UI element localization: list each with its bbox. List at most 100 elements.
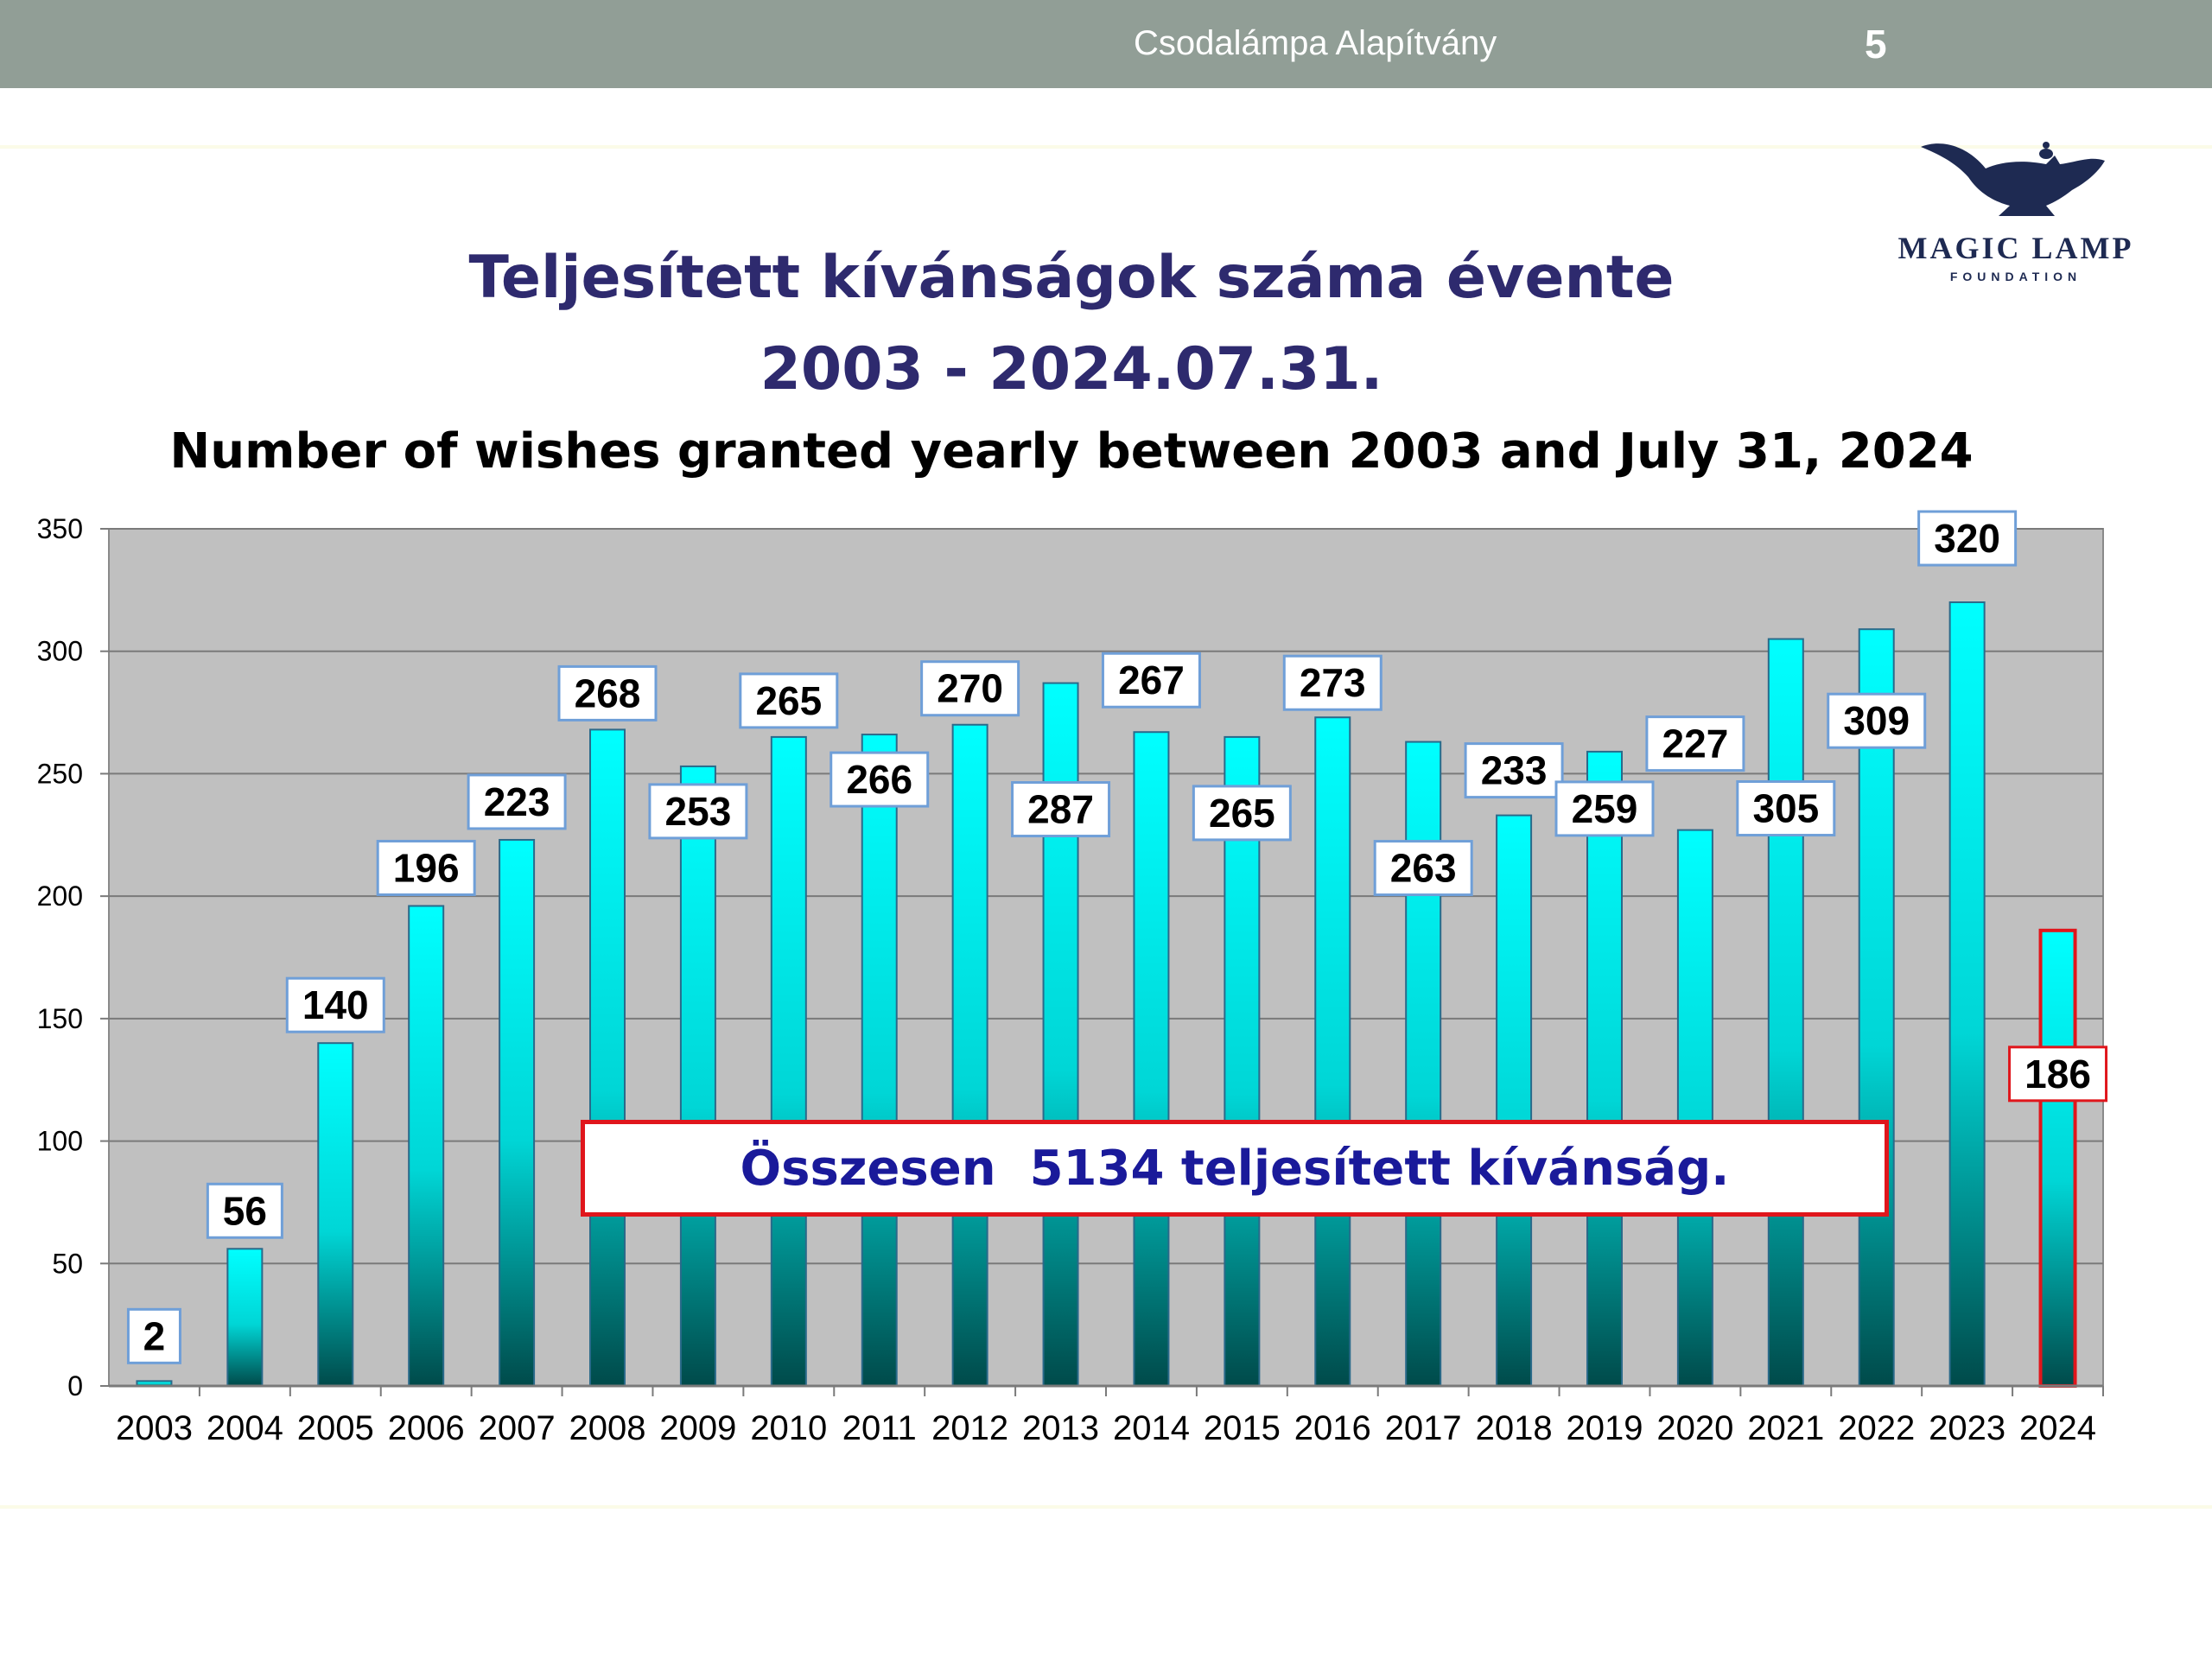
bar-2012 bbox=[951, 723, 988, 1387]
divider-bottom bbox=[0, 1505, 2212, 1509]
y-tick-label: 150 bbox=[37, 1003, 83, 1034]
bar-2019 bbox=[1586, 750, 1623, 1387]
logo-subtitle: FOUNDATION bbox=[1949, 270, 2082, 283]
x-tick-label-2013: 2013 bbox=[1022, 1409, 1099, 1447]
bar-2017 bbox=[1405, 741, 1442, 1387]
data-label-box-2011 bbox=[830, 751, 930, 808]
chart-title-date-range: 2003 - 2024.07.31. bbox=[760, 335, 1383, 404]
data-label-2009: 253 bbox=[665, 789, 732, 834]
x-tick-label-2019: 2019 bbox=[1567, 1409, 1643, 1447]
x-tick-label-2011: 2011 bbox=[842, 1409, 917, 1447]
data-label-box-2007 bbox=[467, 773, 567, 830]
data-label-box-2014 bbox=[1101, 652, 1201, 709]
x-tick-label-2012: 2012 bbox=[931, 1409, 1008, 1447]
data-label-2010: 265 bbox=[755, 678, 822, 723]
data-label-2015: 265 bbox=[1209, 791, 1275, 836]
x-tick-label-2024: 2024 bbox=[2019, 1409, 2096, 1447]
x-tick-label-2006: 2006 bbox=[388, 1409, 465, 1447]
data-label-2006: 196 bbox=[393, 845, 460, 890]
bar-2007 bbox=[499, 838, 536, 1387]
page-number: 5 bbox=[1865, 22, 1887, 67]
x-tick-label-2010: 2010 bbox=[750, 1409, 827, 1447]
bar-2010 bbox=[770, 735, 807, 1387]
x-tick-label-2017: 2017 bbox=[1385, 1409, 1462, 1447]
data-label-box-2019 bbox=[1554, 780, 1655, 837]
organization-name: Csodalámpa Alapítvány bbox=[1134, 24, 1497, 62]
bar-2009 bbox=[679, 765, 716, 1387]
chart-title-english: Number of wishes granted yearly between … bbox=[169, 423, 1974, 480]
data-label-2008: 268 bbox=[575, 671, 641, 715]
x-tick-label-2018: 2018 bbox=[1476, 1409, 1553, 1447]
y-tick-label: 0 bbox=[67, 1370, 83, 1402]
data-label-2013: 287 bbox=[1027, 787, 1094, 832]
data-label-box-2009 bbox=[648, 783, 748, 840]
bar-2004 bbox=[226, 1248, 264, 1388]
data-label-box-2006 bbox=[376, 839, 476, 896]
logo-name: MAGIC LAMP bbox=[1897, 231, 2134, 265]
x-tick-label-2016: 2016 bbox=[1294, 1409, 1371, 1447]
x-tick-label-2022: 2022 bbox=[1838, 1409, 1915, 1447]
y-tick-label: 300 bbox=[37, 636, 83, 667]
data-label-2023: 320 bbox=[1934, 516, 2000, 561]
data-label-2016: 273 bbox=[1300, 660, 1366, 705]
magic-lamp-logo: MAGIC LAMP FOUNDATION bbox=[1891, 130, 2141, 294]
x-tick-label-2009: 2009 bbox=[659, 1409, 736, 1447]
bar-2008 bbox=[589, 728, 626, 1387]
data-label-box-2017 bbox=[1373, 840, 1473, 897]
data-label-2017: 263 bbox=[1390, 846, 1457, 891]
bar-2016 bbox=[1314, 716, 1351, 1387]
x-tick-label-2005: 2005 bbox=[297, 1409, 374, 1447]
bar-2021 bbox=[1767, 638, 1804, 1387]
data-label-2018: 233 bbox=[1481, 748, 1548, 793]
x-tick-label-2004: 2004 bbox=[207, 1409, 283, 1447]
y-tick-label: 200 bbox=[37, 880, 83, 912]
data-label-box-2018 bbox=[1464, 742, 1564, 799]
bar-2014 bbox=[1133, 731, 1170, 1387]
bar-2022 bbox=[1858, 628, 1895, 1387]
data-label-box-2013 bbox=[1011, 781, 1111, 838]
divider-top bbox=[0, 145, 2212, 149]
data-label-2007: 223 bbox=[484, 779, 550, 824]
data-label-2005: 140 bbox=[302, 982, 369, 1027]
data-label-box-2012 bbox=[920, 660, 1020, 717]
x-tick-label-2014: 2014 bbox=[1113, 1409, 1190, 1447]
x-tick-label-2020: 2020 bbox=[1656, 1409, 1733, 1447]
data-label-2014: 267 bbox=[1118, 658, 1185, 702]
bar-2020 bbox=[1676, 829, 1713, 1387]
y-tick-label: 100 bbox=[37, 1126, 83, 1157]
data-label-box-2010 bbox=[739, 672, 839, 729]
bar-chart: 0 50 100 150 200 250 300 350 2003 2 2004 56 2005 140… bbox=[37, 510, 2108, 1447]
data-label-box-2008 bbox=[557, 664, 658, 721]
bar-2023 bbox=[1948, 601, 1986, 1387]
bar-2015 bbox=[1224, 735, 1261, 1387]
data-label-box-2023 bbox=[1917, 510, 2018, 567]
data-label-2019: 259 bbox=[1572, 786, 1638, 831]
data-label-2022: 309 bbox=[1843, 698, 1910, 743]
data-label-2004: 56 bbox=[223, 1188, 267, 1233]
data-label-box-2021 bbox=[1736, 780, 1836, 837]
data-label-box-2015 bbox=[1192, 785, 1292, 842]
x-tick-label-2023: 2023 bbox=[1929, 1409, 2005, 1447]
x-tick-label-2007: 2007 bbox=[479, 1409, 556, 1447]
data-label-2011: 266 bbox=[846, 757, 912, 802]
data-label-box-2005 bbox=[285, 976, 385, 1033]
data-label-box-2004 bbox=[206, 1182, 283, 1239]
bar-2005 bbox=[317, 1042, 354, 1387]
bar-2006 bbox=[408, 905, 445, 1387]
header-bar: Csodalámpa Alapítvány 5 bbox=[0, 0, 2212, 88]
data-label-box-2024 bbox=[2008, 1046, 2108, 1103]
data-label-box-2022 bbox=[1827, 692, 1927, 749]
bar-2011 bbox=[861, 734, 898, 1387]
bar-2018 bbox=[1496, 814, 1533, 1387]
data-label-2003: 2 bbox=[143, 1313, 166, 1358]
x-tick-label-2008: 2008 bbox=[569, 1409, 646, 1447]
x-tick-label-2015: 2015 bbox=[1204, 1409, 1281, 1447]
data-label-2020: 227 bbox=[1662, 721, 1729, 766]
y-tick-label: 350 bbox=[37, 513, 83, 544]
y-tick-label: 50 bbox=[52, 1248, 83, 1279]
chart-title-hungarian: Teljesített kívánságok száma évente bbox=[468, 244, 1675, 312]
y-tick-label: 250 bbox=[37, 758, 83, 789]
x-tick-label-2021: 2021 bbox=[1747, 1409, 1824, 1447]
total-wishes-note: Összesen 5134 teljesített kívánság. bbox=[581, 1120, 1889, 1217]
bar-2024 bbox=[2038, 928, 2077, 1388]
